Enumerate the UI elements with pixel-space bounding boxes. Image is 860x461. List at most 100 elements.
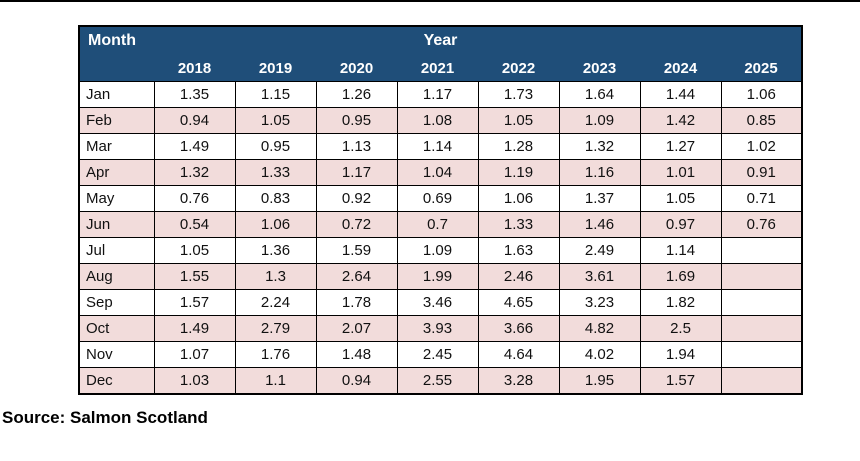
table-row: Oct 1.49 2.79 2.07 3.93 3.66 4.82 2.5 [78,315,803,342]
table-row: Jul 1.05 1.36 1.59 1.09 1.63 2.49 1.14 [78,237,803,264]
value-cell: 4.65 [477,289,560,316]
value-cell: 0.95 [315,107,398,134]
value-cell: 3.66 [477,315,560,342]
value-cell: 1.04 [396,159,479,186]
value-cell: 0.91 [720,159,803,186]
year-header-2021: 2021 [397,55,478,82]
value-cell: 1.16 [558,159,641,186]
value-cell: 2.49 [558,237,641,264]
value-cell: 0.94 [153,107,236,134]
table-row: Feb 0.94 1.05 0.95 1.08 1.05 1.09 1.42 0.85 [78,107,803,134]
value-cell: 1.06 [477,185,560,212]
value-cell: 1.44 [639,81,722,108]
value-cell: 1.3 [234,263,317,290]
value-cell: 1.46 [558,211,641,238]
value-cell [720,237,803,264]
table-header-group-row: Month Year [79,26,802,55]
value-cell: 2.55 [396,367,479,395]
value-cell: 2.64 [315,263,398,290]
value-cell: 2.07 [315,315,398,342]
year-header-2022: 2022 [478,55,559,82]
value-cell: 2.24 [234,289,317,316]
value-cell: 4.02 [558,341,641,368]
value-cell: 1.49 [153,133,236,160]
value-cell: 1.64 [558,81,641,108]
value-cell: 1.27 [639,133,722,160]
value-cell: 1.73 [477,81,560,108]
value-cell: 1.32 [558,133,641,160]
month-cell: Jun [78,211,155,238]
value-cell: 1.49 [153,315,236,342]
value-cell: 1.06 [720,81,803,108]
table-row: Dec 1.03 1.1 0.94 2.55 3.28 1.95 1.57 [78,367,803,395]
value-cell: 1.05 [234,107,317,134]
value-cell [720,263,803,290]
month-cell: Dec [78,367,155,395]
value-cell: 1.08 [396,107,479,134]
value-cell: 1.59 [315,237,398,264]
month-header-spacer [79,55,154,82]
value-cell: 1.82 [639,289,722,316]
value-cell [720,315,803,342]
value-cell: 1.13 [315,133,398,160]
value-cell: 0.76 [720,211,803,238]
value-cell: 0.94 [315,367,398,395]
top-border-line [0,0,860,2]
value-cell: 1.57 [639,367,722,395]
value-cell: 3.46 [396,289,479,316]
table-row: Jan 1.35 1.15 1.26 1.17 1.73 1.64 1.44 1.06 [78,81,803,108]
value-cell: 1.57 [153,289,236,316]
value-cell: 1.95 [558,367,641,395]
month-cell: Oct [78,315,155,342]
value-cell: 1.28 [477,133,560,160]
year-group-label: Year [423,32,458,49]
year-header-2024: 2024 [640,55,721,82]
value-cell: 1.76 [234,341,317,368]
value-cell: 1.07 [153,341,236,368]
value-cell: 1.17 [396,81,479,108]
value-cell: 1.36 [234,237,317,264]
value-cell: 1.05 [477,107,560,134]
table-row: Jun 0.54 1.06 0.72 0.7 1.33 1.46 0.97 0.76 [78,211,803,238]
month-cell: Jan [78,81,155,108]
table-row: Nov 1.07 1.76 1.48 2.45 4.64 4.02 1.94 [78,341,803,368]
table-body: Jan 1.35 1.15 1.26 1.17 1.73 1.64 1.44 1.06 Feb 0.… [78,81,803,395]
value-cell: 0.85 [720,107,803,134]
value-cell: 3.28 [477,367,560,395]
value-cell: 1.37 [558,185,641,212]
table-year-header-row: 2018 2019 2020 2021 2022 2023 2024 2025 [79,55,802,82]
month-cell: Jul [78,237,155,264]
table-row: Mar 1.49 0.95 1.13 1.14 1.28 1.32 1.27 1.02 [78,133,803,160]
value-cell: 0.72 [315,211,398,238]
year-header-2023: 2023 [559,55,640,82]
value-cell [720,341,803,368]
value-cell: 1.02 [720,133,803,160]
value-cell: 0.71 [720,185,803,212]
table-row: Apr 1.32 1.33 1.17 1.04 1.19 1.16 1.01 0.91 [78,159,803,186]
month-cell: Sep [78,289,155,316]
value-cell: 1.05 [639,185,722,212]
value-cell: 1.06 [234,211,317,238]
month-cell: Apr [78,159,155,186]
value-cell [720,289,803,316]
value-cell: 0.69 [396,185,479,212]
value-cell: 1.05 [153,237,236,264]
value-cell: 1.33 [234,159,317,186]
value-cell: 2.5 [639,315,722,342]
table-header: Month Year 2018 2019 2020 2021 2022 2023… [79,26,802,82]
value-cell: 0.76 [153,185,236,212]
value-cell: 3.93 [396,315,479,342]
value-cell [720,367,803,395]
value-cell: 2.46 [477,263,560,290]
value-cell: 3.61 [558,263,641,290]
value-cell: 1.99 [396,263,479,290]
value-cell: 0.92 [315,185,398,212]
year-header-2019: 2019 [235,55,316,82]
value-cell: 2.79 [234,315,317,342]
year-header-2020: 2020 [316,55,397,82]
value-cell: 4.64 [477,341,560,368]
value-cell: 0.54 [153,211,236,238]
value-cell: 1.55 [153,263,236,290]
value-cell: 0.97 [639,211,722,238]
value-cell: 1.78 [315,289,398,316]
